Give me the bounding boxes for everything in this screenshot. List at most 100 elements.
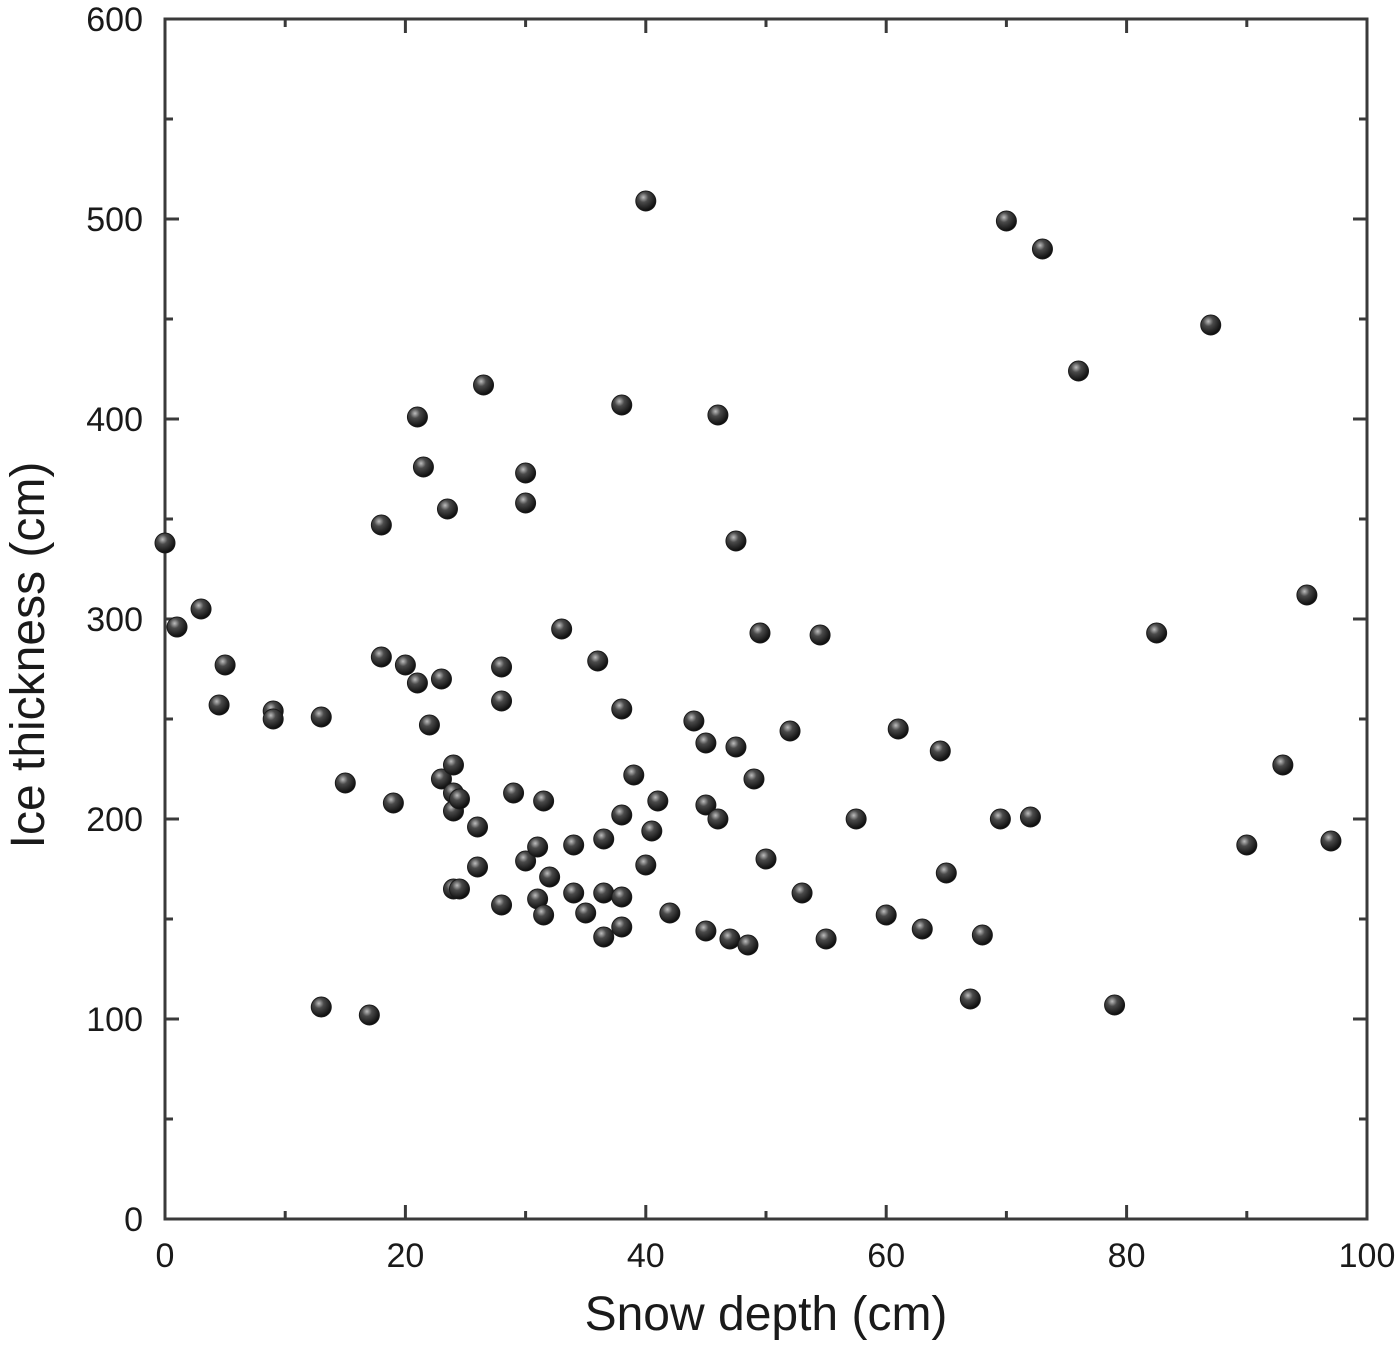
data-point xyxy=(1146,622,1168,644)
data-point xyxy=(539,866,561,888)
data-point xyxy=(659,902,681,924)
data-point xyxy=(1068,360,1090,382)
data-point xyxy=(563,834,585,856)
data-point xyxy=(1019,806,1041,828)
data-point xyxy=(515,462,537,484)
data-point xyxy=(779,720,801,742)
data-point xyxy=(683,710,705,732)
data-point xyxy=(491,690,513,712)
data-point xyxy=(575,902,597,924)
data-point xyxy=(1296,584,1318,606)
y-tick-label: 300 xyxy=(86,601,143,639)
data-point xyxy=(911,918,933,940)
plot-frame xyxy=(163,17,1369,1221)
y-axis-title: Ice thickness (cm) xyxy=(2,462,55,849)
data-point xyxy=(1200,314,1222,336)
data-point xyxy=(725,530,747,552)
data-point xyxy=(1031,238,1053,260)
data-point xyxy=(473,374,495,396)
data-point xyxy=(310,706,332,728)
data-point xyxy=(989,808,1011,830)
data-point xyxy=(611,886,633,908)
data-point xyxy=(749,622,771,644)
x-tick-label: 100 xyxy=(1339,1237,1396,1275)
data-point xyxy=(611,698,633,720)
data-point xyxy=(887,718,909,740)
data-point xyxy=(791,882,813,904)
data-point xyxy=(491,894,513,916)
data-point xyxy=(929,740,951,762)
data-point xyxy=(166,616,188,638)
data-point xyxy=(875,904,897,926)
data-point xyxy=(358,1004,380,1026)
data-point xyxy=(154,532,176,554)
data-point xyxy=(707,808,729,830)
data-point xyxy=(406,672,428,694)
data-point xyxy=(262,708,284,730)
data-point xyxy=(430,768,452,790)
data-point xyxy=(611,394,633,416)
y-tick-label: 400 xyxy=(86,401,143,439)
y-tick-label: 600 xyxy=(86,1,143,39)
data-point xyxy=(370,514,392,536)
data-point xyxy=(382,792,404,814)
data-point xyxy=(442,754,464,776)
data-point xyxy=(527,836,549,858)
data-point xyxy=(815,928,837,950)
data-point xyxy=(641,820,663,842)
data-point xyxy=(587,650,609,672)
data-point xyxy=(695,920,717,942)
data-point xyxy=(1236,834,1258,856)
data-point xyxy=(418,714,440,736)
data-point xyxy=(755,848,777,870)
data-point xyxy=(430,668,452,690)
data-point xyxy=(593,926,615,948)
x-tick-label: 80 xyxy=(1108,1237,1146,1275)
data-point xyxy=(533,904,555,926)
data-point xyxy=(707,404,729,426)
x-tick-label: 20 xyxy=(386,1237,424,1275)
data-point xyxy=(593,882,615,904)
y-tick-label: 200 xyxy=(86,801,143,839)
data-point xyxy=(533,790,555,812)
data-point xyxy=(719,928,741,950)
data-point xyxy=(448,878,470,900)
data-point xyxy=(743,768,765,790)
data-point xyxy=(190,598,212,620)
data-point xyxy=(1104,994,1126,1016)
data-point xyxy=(208,694,230,716)
data-point xyxy=(611,804,633,826)
data-point xyxy=(995,210,1017,232)
data-point xyxy=(467,816,489,838)
data-point xyxy=(725,736,747,758)
x-tick-labels: 0 20 40 60 80 100 xyxy=(156,1237,1396,1275)
y-tick-label: 0 xyxy=(124,1201,143,1239)
data-point xyxy=(370,646,392,668)
data-point xyxy=(809,624,831,646)
data-point xyxy=(394,654,416,676)
x-axis-title: Snow depth (cm) xyxy=(585,1288,948,1341)
data-point xyxy=(695,794,717,816)
data-point xyxy=(467,856,489,878)
data-point xyxy=(959,988,981,1010)
data-point xyxy=(214,654,236,676)
y-tick-label: 100 xyxy=(86,1001,143,1039)
data-point xyxy=(448,788,470,810)
data-point xyxy=(503,782,525,804)
data-point xyxy=(563,882,585,904)
data-point xyxy=(515,492,537,514)
data-point xyxy=(635,854,657,876)
data-point xyxy=(593,828,615,850)
data-point xyxy=(1272,754,1294,776)
data-point xyxy=(635,190,657,212)
axis-ticks xyxy=(163,17,1369,1221)
data-point xyxy=(623,764,645,786)
data-point xyxy=(1320,830,1342,852)
data-point xyxy=(737,934,759,956)
data-point xyxy=(647,790,669,812)
data-point xyxy=(845,808,867,830)
x-tick-label: 40 xyxy=(627,1237,665,1275)
data-point xyxy=(695,732,717,754)
data-point xyxy=(515,850,537,872)
